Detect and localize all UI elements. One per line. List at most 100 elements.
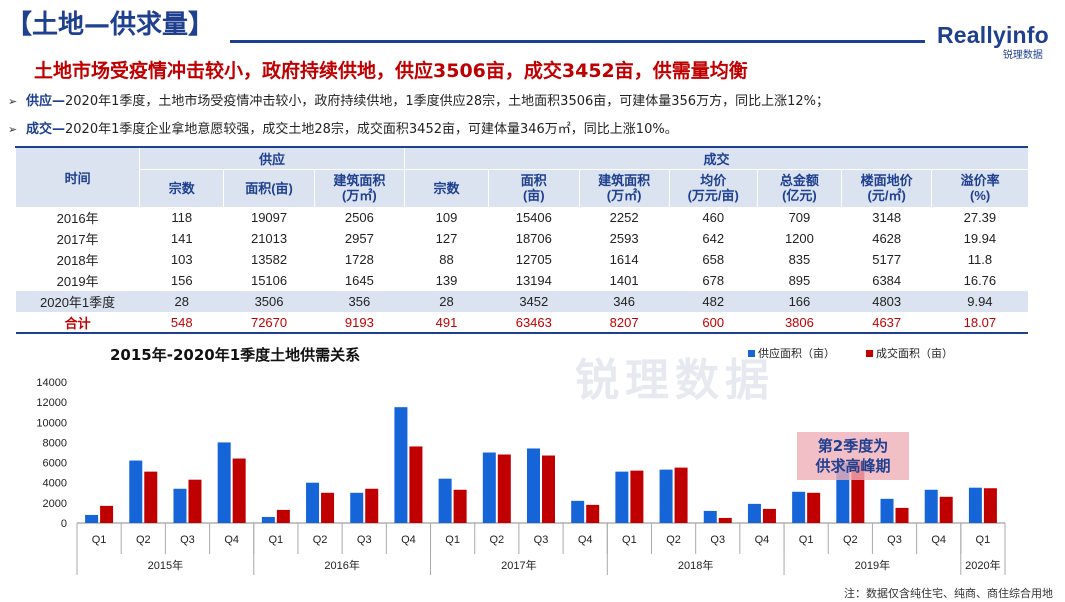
table-cell: 3452	[488, 291, 579, 312]
table-cell: 1614	[609, 252, 639, 267]
bar-supply	[571, 500, 585, 523]
table-row: 合计 548 72670 9193 491 63463 8207 600 3806 4637 18.…	[15, 312, 1028, 334]
table-cell: 2252	[609, 210, 639, 226]
table-cell: 5177	[872, 252, 902, 267]
bar-deal	[762, 508, 776, 523]
table-cell: 19097	[250, 210, 288, 226]
table-cell: 482	[669, 291, 758, 312]
bar-supply	[173, 488, 187, 523]
table-cell: 1200	[784, 231, 814, 246]
table-cell: 4637	[841, 312, 932, 334]
bar-deal	[453, 489, 467, 523]
table-cell: 88	[439, 252, 454, 267]
x-tick-label: Q1	[976, 534, 991, 546]
x-tick-label: Q2	[843, 534, 858, 546]
table-cell: 19.94	[963, 231, 997, 246]
bar-deal	[630, 470, 644, 523]
legend-label: 供应面积（亩）	[758, 346, 835, 360]
bar-deal	[895, 507, 909, 523]
row-label: 2019年	[56, 274, 99, 289]
headline: 土地市场受疫情冲击较小，政府持续供地，供应3506亩，成交3452亩，供需量均衡	[34, 60, 748, 82]
subheader-4: 面积 (亩)	[488, 169, 579, 208]
table-cell: 103	[170, 252, 193, 267]
table-cell: 9.94	[931, 291, 1028, 312]
bar-supply	[306, 482, 320, 523]
table-cell: 72670	[223, 312, 315, 334]
y-tick-label: 6000	[43, 458, 67, 470]
table-row: 2020年1季度 28 3506 356 28 3452 346 482 166 4803 9.94	[15, 291, 1028, 312]
table-cell: 4803	[841, 291, 932, 312]
table-cell: 28	[404, 291, 489, 312]
table-cell: 21013	[250, 231, 288, 246]
x-tick-label: Q2	[489, 534, 504, 546]
x-tick-label: Q4	[755, 534, 770, 546]
page-title: 【土地—供求量】	[6, 10, 215, 40]
y-tick-label: 14000	[36, 377, 67, 389]
bar-supply	[968, 487, 982, 523]
subheader-0: 宗数	[139, 169, 224, 208]
bar-chart: 0 2000 4000 6000 8000 10000 12000 14000 Q1 Q2 Q3 Q4…	[36, 346, 1006, 575]
table-cell: 658	[702, 252, 725, 267]
table-cell: 166	[757, 291, 842, 312]
row-label: 2017年	[56, 232, 99, 247]
bar-supply	[85, 514, 99, 523]
x-tick-label: Q4	[578, 534, 593, 546]
table-row: 2018年 103 13582 1728 88 12705 1614 658 835 5177 11…	[16, 249, 1029, 270]
table-cell: 1728	[344, 252, 374, 267]
bar-supply	[482, 452, 496, 523]
table-cell: 18.07	[931, 312, 1028, 334]
table-cell: 600	[669, 312, 758, 334]
y-tick-label: 2000	[43, 498, 67, 510]
table-cell: 2506	[344, 210, 374, 226]
y-tick-label: 0	[61, 518, 67, 530]
arrow-bullet-icon: ➢	[8, 123, 18, 136]
table-cell: 548	[139, 312, 224, 334]
chart-title: 2015年-2020年1季度土地供需关系	[110, 346, 361, 364]
bullet-key: 供应—	[26, 94, 66, 109]
table-cell: 27.39	[963, 210, 997, 226]
subheader-7: 总金额 (亿元)	[756, 169, 842, 208]
bar-deal	[674, 467, 688, 523]
row-label: 2018年	[56, 253, 99, 268]
bar-supply	[792, 491, 806, 523]
subheader-8: 楼面地价 (元/㎡)	[841, 169, 932, 208]
table-cell: 491	[404, 312, 489, 334]
bar-deal	[232, 458, 246, 523]
bar-deal	[276, 509, 290, 523]
table-cell: 1401	[609, 273, 639, 288]
table-cell: 13194	[515, 273, 552, 288]
x-tick-label: Q4	[224, 534, 239, 546]
table-cell: 3506	[223, 291, 315, 312]
bar-supply	[703, 510, 717, 523]
table-cell: 13582	[250, 252, 288, 267]
table-cell: 63463	[488, 312, 579, 334]
table-cell: 28	[139, 291, 224, 312]
x-tick-label: Q3	[357, 534, 372, 546]
callout-annotation: 第2季度为 供求高峰期	[797, 432, 909, 480]
table-cell: 139	[435, 273, 458, 288]
bar-deal	[542, 455, 555, 523]
x-tick-label: Q2	[666, 534, 681, 546]
bar-deal	[100, 505, 114, 523]
group-label: 2019年	[855, 558, 890, 572]
bar-supply	[659, 469, 673, 523]
header-supply: 供应	[139, 146, 405, 170]
row-label: 2020年1季度	[15, 291, 140, 312]
x-tick-label: Q1	[799, 534, 814, 546]
table-cell: 18706	[515, 231, 552, 246]
bar-supply	[438, 478, 452, 523]
row-label: 2016年	[56, 211, 99, 227]
x-tick-label: Q2	[136, 534, 151, 546]
table-cell: 1645	[344, 273, 374, 288]
x-tick-label: Q4	[931, 534, 946, 546]
x-tick-label: Q3	[887, 534, 902, 546]
bullet-deal: ➢ 成交—2020年1季度企业拿地意愿较强，成交土地28宗，成交面积3452亩，可…	[8, 118, 678, 137]
subheader-5: 建筑面积 (万㎡)	[578, 169, 670, 208]
table-cell: 835	[788, 252, 811, 267]
subheader-3: 宗数	[403, 169, 489, 208]
table-cell: 8207	[579, 312, 670, 334]
table-cell: 3806	[757, 312, 842, 334]
table-cell: 12705	[515, 252, 552, 267]
table-row: 2019年 156 15106 1645 139 13194 1401 678 895 6384 1…	[16, 270, 1029, 291]
bar-deal	[983, 488, 997, 523]
